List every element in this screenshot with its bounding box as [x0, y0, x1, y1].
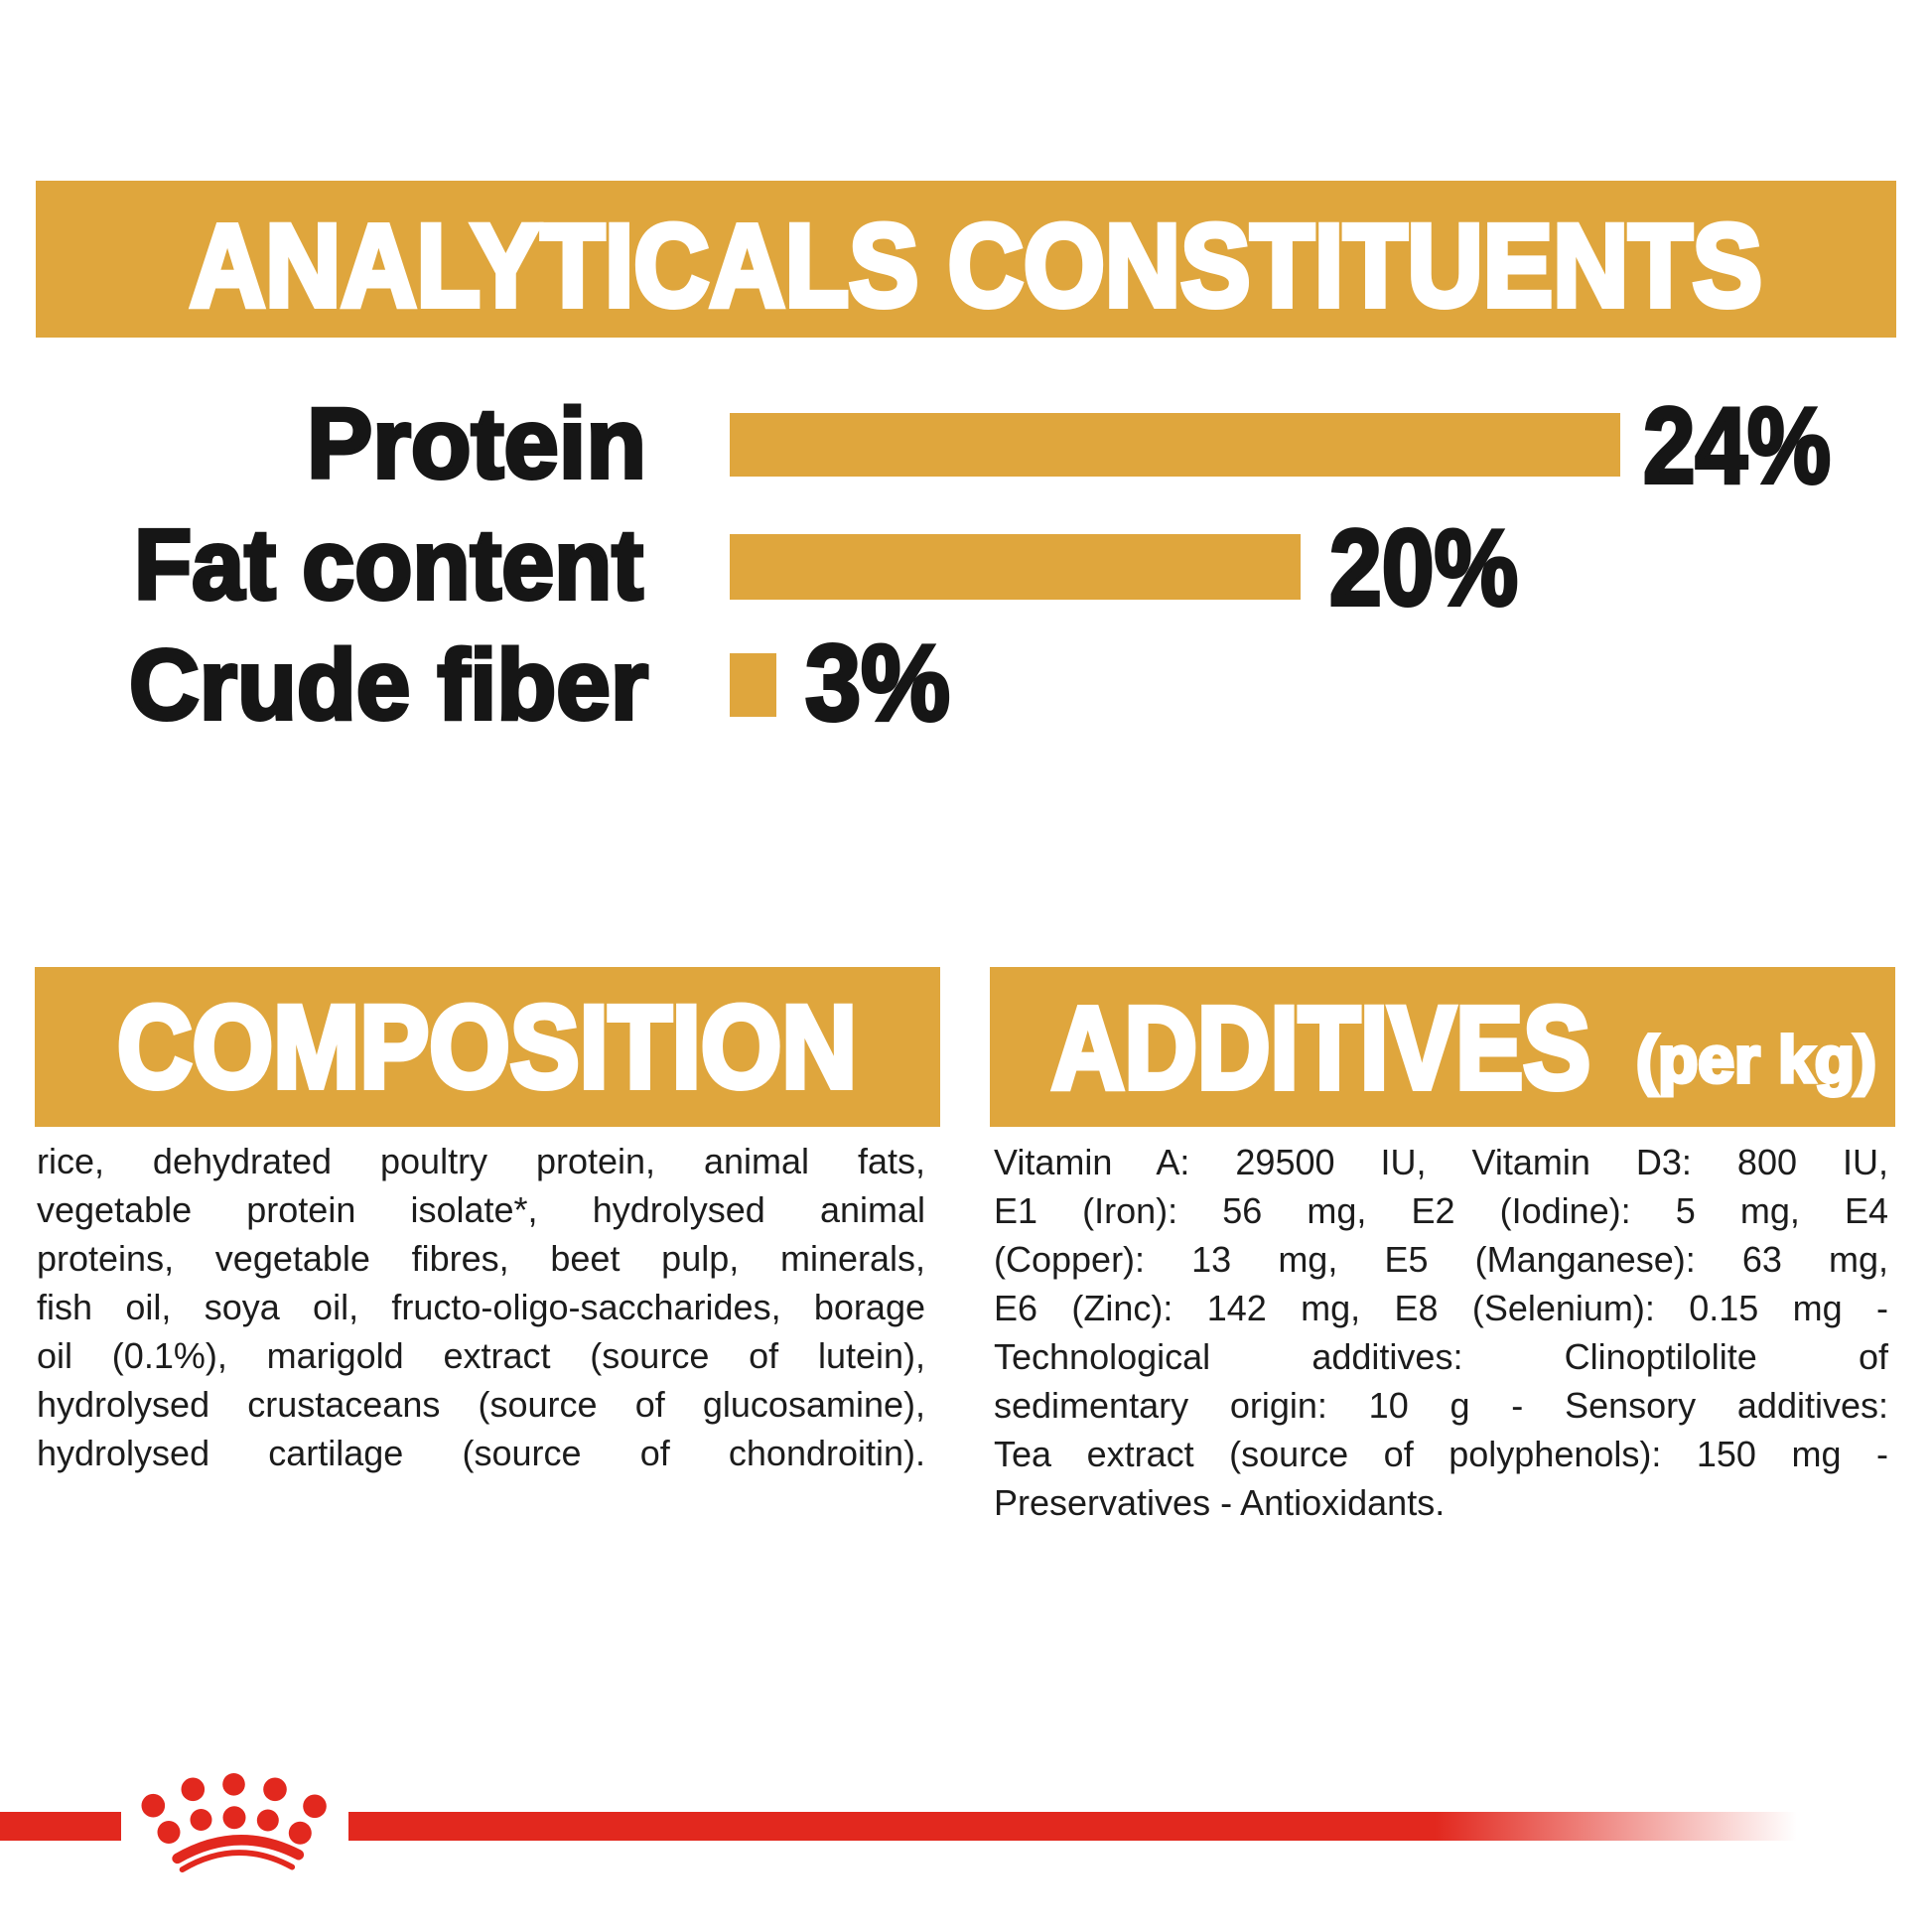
- svg-text:ANALYTICALS CONSTITUENTS: ANALYTICALS CONSTITUENTS: [190, 201, 1762, 332]
- svg-text:Fat content: Fat content: [134, 509, 643, 621]
- svg-text:Protein: Protein: [307, 388, 646, 499]
- svg-text:ADDITIVES: ADDITIVES: [1051, 983, 1590, 1114]
- svg-text:(per kg): (per kg): [1636, 1023, 1876, 1096]
- svg-text:20%: 20%: [1329, 507, 1518, 628]
- svg-text:Crude fiber: Crude fiber: [129, 629, 648, 741]
- svg-text:24%: 24%: [1643, 385, 1831, 506]
- svg-text:COMPOSITION: COMPOSITION: [117, 982, 857, 1113]
- svg-text:3%: 3%: [805, 622, 950, 744]
